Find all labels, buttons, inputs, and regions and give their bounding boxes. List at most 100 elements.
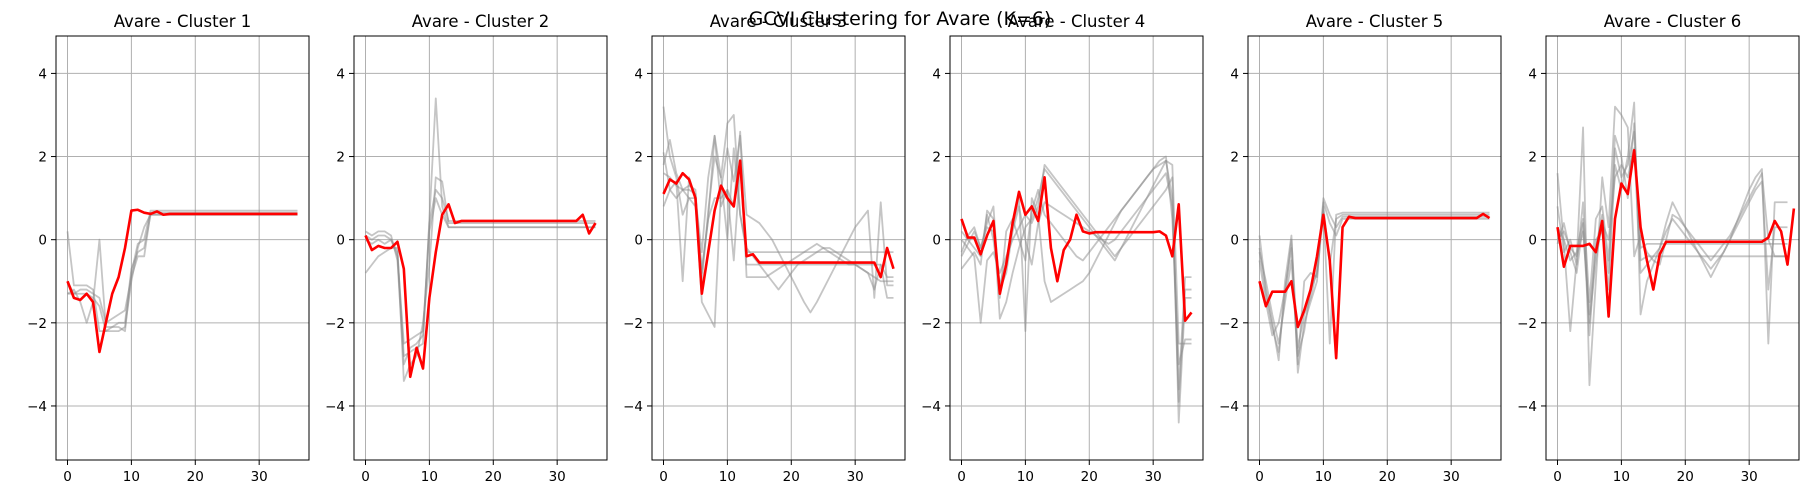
axes-frame	[1247, 35, 1502, 461]
x-tick-label: 20	[1677, 469, 1694, 485]
y-tick-label: 4	[336, 66, 345, 82]
panel-title: Avare - Cluster 3	[710, 12, 848, 31]
y-tick-label: 0	[336, 233, 345, 249]
x-tick-label: 10	[421, 469, 438, 485]
y-tick-label: −2	[27, 316, 47, 332]
y-tick-label: 2	[38, 150, 47, 166]
x-tick-label: 30	[847, 469, 864, 485]
y-tick-label: 4	[1528, 66, 1537, 82]
member-line-4	[1556, 147, 1788, 324]
series-group	[364, 97, 597, 382]
x-tick-label: 20	[187, 469, 204, 485]
member-line-1	[1556, 105, 1788, 387]
x-tick-label: 20	[783, 469, 800, 485]
y-tick-label: 2	[634, 150, 643, 166]
panel-title: Avare - Cluster 4	[1008, 12, 1146, 31]
series-group	[662, 106, 895, 328]
x-tick-label: 20	[1379, 469, 1396, 485]
y-tick-label: 0	[932, 233, 941, 249]
figure-suptitle: GCVI Clustering for Avare (K=6)	[749, 8, 1052, 30]
axes-frame	[1545, 35, 1800, 461]
centroid-line	[960, 176, 1193, 323]
x-tick-label: 0	[659, 469, 668, 485]
member-line-1	[364, 176, 596, 382]
member-line-5	[1556, 130, 1788, 316]
centroid-line	[1258, 212, 1491, 360]
centroid-line	[364, 203, 597, 379]
y-tick-label: −4	[1517, 399, 1537, 415]
member-line-2	[1556, 101, 1788, 345]
panel-1: 0 10 20 30 −4 −2 0 2 4 Avare - Cluster 1	[27, 12, 310, 485]
series-group	[1258, 197, 1491, 374]
y-tick-label: −4	[27, 399, 47, 415]
panel-4: 0 10 20 30 −4 −2 0 2 4 Avare - Cluster 4	[921, 12, 1204, 485]
series-group	[1556, 101, 1796, 387]
x-tick-label: 0	[1255, 469, 1264, 485]
member-line-3	[1556, 122, 1788, 303]
x-tick-label: 10	[123, 469, 140, 485]
series-group	[66, 208, 298, 354]
y-tick-label: −2	[1219, 316, 1239, 332]
member-line-4	[960, 159, 1192, 391]
panel-2: 0 10 20 30 −4 −2 0 2 4 Avare - Cluster 2	[325, 12, 608, 485]
y-tick-label: 0	[634, 233, 643, 249]
member-line-3	[1258, 209, 1490, 366]
axes-frame	[949, 35, 1204, 461]
y-tick-label: −4	[325, 399, 345, 415]
axes-frame	[353, 35, 608, 461]
x-tick-label: 10	[1613, 469, 1630, 485]
panel-3: 0 10 20 30 −4 −2 0 2 4 Avare - Cluster 3	[623, 12, 906, 485]
x-tick-label: 30	[251, 469, 268, 485]
y-tick-label: −2	[921, 316, 941, 332]
y-tick-label: −4	[921, 399, 941, 415]
series-group	[960, 155, 1193, 424]
x-tick-label: 0	[361, 469, 370, 485]
x-tick-label: 20	[1081, 469, 1098, 485]
member-line-4	[1258, 201, 1490, 353]
y-tick-label: 0	[1528, 233, 1537, 249]
y-tick-label: 4	[1230, 66, 1239, 82]
y-tick-label: 2	[336, 150, 345, 166]
panel-title: Avare - Cluster 5	[1306, 12, 1444, 31]
y-tick-label: −2	[623, 316, 643, 332]
y-tick-label: −4	[1219, 399, 1239, 415]
centroid-line	[66, 208, 298, 354]
centroid-line	[662, 159, 895, 296]
x-tick-label: 10	[1017, 469, 1034, 485]
axes-frame	[651, 35, 906, 461]
y-tick-label: 0	[38, 233, 47, 249]
member-line-1	[960, 159, 1192, 345]
member-line-5	[663, 163, 894, 279]
axes-frame	[55, 35, 310, 461]
y-tick-label: 2	[1230, 150, 1239, 166]
centroid-line	[1556, 149, 1796, 318]
x-tick-label: 30	[549, 469, 566, 485]
y-tick-label: 2	[932, 150, 941, 166]
panel-title: Avare - Cluster 6	[1604, 12, 1742, 31]
member-line-3	[365, 188, 596, 366]
y-tick-label: −2	[1517, 316, 1537, 332]
y-tick-label: 4	[634, 66, 643, 82]
x-tick-label: 10	[719, 469, 736, 485]
x-tick-label: 0	[957, 469, 966, 485]
y-tick-label: 2	[1528, 150, 1537, 166]
panel-6: 0 10 20 30 −4 −2 0 2 4 Avare - Cluster 6	[1517, 12, 1800, 485]
panel-title: Avare - Cluster 2	[412, 12, 550, 31]
x-tick-label: 20	[485, 469, 502, 485]
x-tick-label: 0	[1553, 469, 1562, 485]
x-tick-label: 10	[1315, 469, 1332, 485]
panel-title: Avare - Cluster 1	[114, 12, 252, 31]
x-tick-label: 0	[63, 469, 72, 485]
x-tick-label: 30	[1741, 469, 1758, 485]
y-tick-label: 4	[932, 66, 941, 82]
y-tick-label: 4	[38, 66, 47, 82]
member-line-3	[960, 163, 1192, 424]
x-tick-label: 30	[1443, 469, 1460, 485]
y-tick-label: 0	[1230, 233, 1239, 249]
y-tick-label: −4	[623, 399, 643, 415]
y-tick-label: −2	[325, 316, 345, 332]
panel-5: 0 10 20 30 −4 −2 0 2 4 Avare - Cluster 5	[1219, 12, 1502, 485]
